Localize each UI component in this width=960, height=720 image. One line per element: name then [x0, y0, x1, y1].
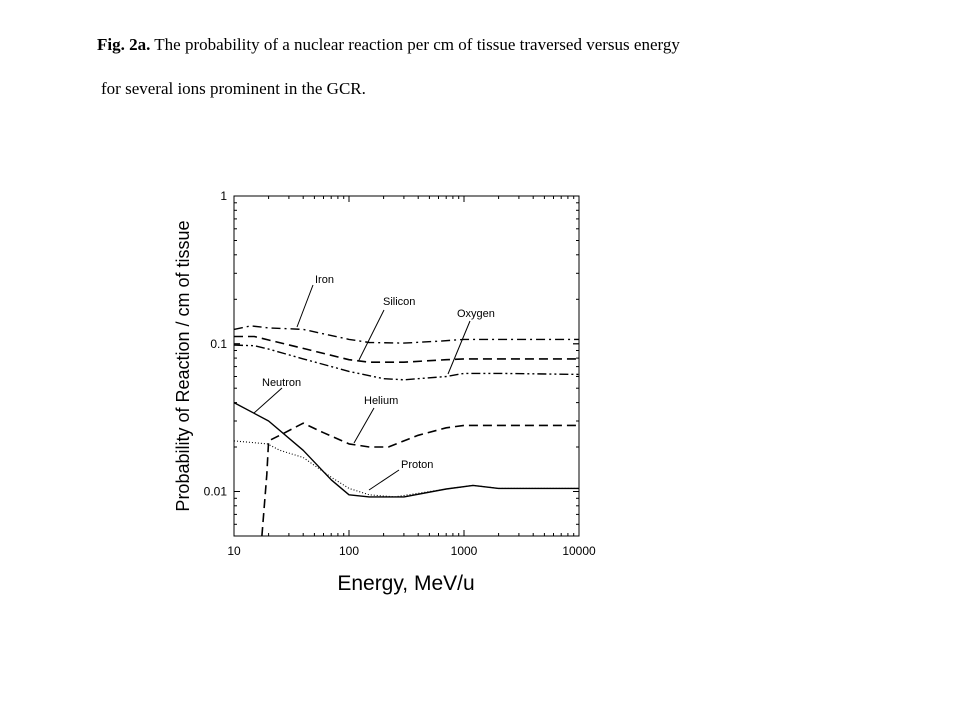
series-label-oxygen: Oxygen: [457, 308, 495, 320]
series-oxygen-line: [233, 344, 580, 381]
series-label-silicon: Silicon: [383, 296, 415, 308]
annotation-leaders: [253, 284, 471, 491]
caption-line-2: for several ions prominent in the GCR.: [101, 79, 366, 98]
series-proton-line: [233, 440, 579, 498]
plot-frame: [233, 195, 580, 537]
tick-labels: 10 100 1000 10000 0.01 0.1 1: [204, 189, 596, 558]
series-silicon-line: [234, 335, 579, 363]
y-tick-label: 0.1: [210, 337, 227, 351]
series-helium-line: [261, 422, 579, 537]
series-label-proton: Proton: [401, 459, 433, 471]
x-tick-label: 1000: [451, 544, 478, 558]
x-tick-label: 10: [227, 544, 241, 558]
series-label-iron: Iron: [315, 274, 334, 286]
x-axis-title: Energy, MeV/u: [337, 572, 474, 595]
x-tick-label: 10000: [562, 544, 596, 558]
y-tick-label: 0.01: [204, 485, 228, 499]
caption-line-1: Fig. 2a. The probability of a nuclear re…: [97, 36, 680, 53]
series-layer: [233, 325, 580, 537]
series-label-helium: Helium: [364, 395, 398, 407]
series-neutron-line: [233, 401, 579, 498]
figure-label: Fig. 2a.: [97, 35, 151, 54]
axis-ticks: [233, 195, 580, 537]
leader-oxygen: [447, 320, 471, 375]
series-iron-line: [233, 325, 579, 344]
series-label-neutron: Neutron: [262, 377, 301, 389]
leader-proton: [368, 469, 400, 491]
caption-text-1: The probability of a nuclear reaction pe…: [150, 35, 680, 54]
leader-silicon: [358, 309, 385, 361]
leader-iron: [296, 284, 314, 328]
series-labels: Iron Silicon Oxygen Helium Neutron Proton: [262, 274, 495, 471]
leader-helium: [353, 407, 375, 444]
x-tick-label: 100: [339, 544, 359, 558]
y-axis-title: Probability of Reaction / cm of tissue: [173, 220, 193, 511]
y-tick-label: 1: [220, 189, 227, 203]
leader-neutron: [253, 387, 283, 414]
